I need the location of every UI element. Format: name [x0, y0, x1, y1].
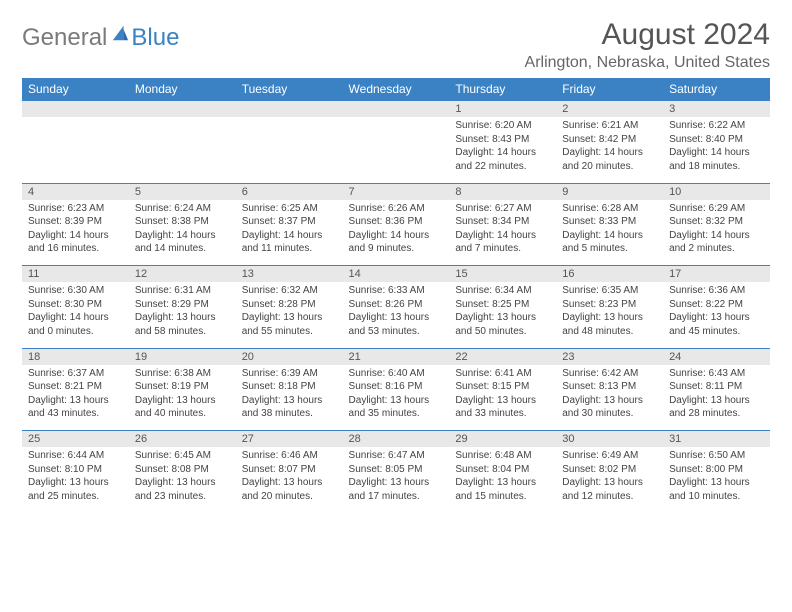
day-number-cell: 15	[449, 266, 556, 283]
day-number-row: 25262728293031	[22, 431, 770, 448]
day-number-cell: 10	[663, 183, 770, 200]
day-number-cell: 13	[236, 266, 343, 283]
day-info-cell: Sunrise: 6:38 AMSunset: 8:19 PMDaylight:…	[129, 365, 236, 431]
day-info-cell	[129, 117, 236, 183]
day-info-row: Sunrise: 6:30 AMSunset: 8:30 PMDaylight:…	[22, 282, 770, 348]
day-number-cell	[343, 101, 450, 118]
calendar-table: SundayMondayTuesdayWednesdayThursdayFrid…	[22, 78, 770, 513]
weekday-header: Saturday	[663, 78, 770, 101]
day-number-row: 123	[22, 101, 770, 118]
day-info-cell: Sunrise: 6:46 AMSunset: 8:07 PMDaylight:…	[236, 447, 343, 513]
weekday-header: Sunday	[22, 78, 129, 101]
day-number-cell	[236, 101, 343, 118]
day-number-cell: 16	[556, 266, 663, 283]
day-number-cell: 27	[236, 431, 343, 448]
day-number-cell: 26	[129, 431, 236, 448]
logo-text-general: General	[22, 24, 107, 52]
day-info-cell: Sunrise: 6:21 AMSunset: 8:42 PMDaylight:…	[556, 117, 663, 183]
day-info-cell: Sunrise: 6:43 AMSunset: 8:11 PMDaylight:…	[663, 365, 770, 431]
day-number-cell: 7	[343, 183, 450, 200]
day-info-cell: Sunrise: 6:45 AMSunset: 8:08 PMDaylight:…	[129, 447, 236, 513]
day-number-cell: 28	[343, 431, 450, 448]
day-info-cell: Sunrise: 6:35 AMSunset: 8:23 PMDaylight:…	[556, 282, 663, 348]
day-number-cell: 18	[22, 348, 129, 365]
day-info-row: Sunrise: 6:20 AMSunset: 8:43 PMDaylight:…	[22, 117, 770, 183]
day-info-cell: Sunrise: 6:33 AMSunset: 8:26 PMDaylight:…	[343, 282, 450, 348]
calendar-body: 123Sunrise: 6:20 AMSunset: 8:43 PMDaylig…	[22, 101, 770, 514]
weekday-header: Thursday	[449, 78, 556, 101]
day-number-cell: 21	[343, 348, 450, 365]
day-number-cell: 20	[236, 348, 343, 365]
day-info-cell: Sunrise: 6:22 AMSunset: 8:40 PMDaylight:…	[663, 117, 770, 183]
day-number-cell	[22, 101, 129, 118]
day-info-cell	[343, 117, 450, 183]
day-number-cell: 14	[343, 266, 450, 283]
day-info-cell: Sunrise: 6:47 AMSunset: 8:05 PMDaylight:…	[343, 447, 450, 513]
day-info-row: Sunrise: 6:44 AMSunset: 8:10 PMDaylight:…	[22, 447, 770, 513]
day-info-cell: Sunrise: 6:42 AMSunset: 8:13 PMDaylight:…	[556, 365, 663, 431]
day-info-cell: Sunrise: 6:27 AMSunset: 8:34 PMDaylight:…	[449, 200, 556, 266]
day-number-cell: 30	[556, 431, 663, 448]
logo: General Blue	[22, 24, 179, 52]
day-number-cell: 11	[22, 266, 129, 283]
day-number-cell: 25	[22, 431, 129, 448]
weekday-header: Tuesday	[236, 78, 343, 101]
day-number-cell: 29	[449, 431, 556, 448]
day-number-row: 45678910	[22, 183, 770, 200]
day-info-cell: Sunrise: 6:50 AMSunset: 8:00 PMDaylight:…	[663, 447, 770, 513]
day-number-cell: 24	[663, 348, 770, 365]
day-number-cell	[129, 101, 236, 118]
day-number-cell: 12	[129, 266, 236, 283]
day-number-row: 18192021222324	[22, 348, 770, 365]
day-info-cell: Sunrise: 6:25 AMSunset: 8:37 PMDaylight:…	[236, 200, 343, 266]
weekday-header: Wednesday	[343, 78, 450, 101]
calendar-head: SundayMondayTuesdayWednesdayThursdayFrid…	[22, 78, 770, 101]
weekday-header-row: SundayMondayTuesdayWednesdayThursdayFrid…	[22, 78, 770, 101]
day-info-row: Sunrise: 6:37 AMSunset: 8:21 PMDaylight:…	[22, 365, 770, 431]
day-number-cell: 6	[236, 183, 343, 200]
weekday-header: Friday	[556, 78, 663, 101]
day-info-cell	[236, 117, 343, 183]
title-block: August 2024 Arlington, Nebraska, United …	[525, 18, 770, 72]
day-number-cell: 31	[663, 431, 770, 448]
day-info-cell: Sunrise: 6:49 AMSunset: 8:02 PMDaylight:…	[556, 447, 663, 513]
logo-text-blue: Blue	[131, 24, 179, 52]
day-info-cell: Sunrise: 6:28 AMSunset: 8:33 PMDaylight:…	[556, 200, 663, 266]
day-info-cell: Sunrise: 6:39 AMSunset: 8:18 PMDaylight:…	[236, 365, 343, 431]
header: General Blue August 2024 Arlington, Nebr…	[22, 18, 770, 72]
location-text: Arlington, Nebraska, United States	[525, 54, 770, 72]
day-info-cell: Sunrise: 6:44 AMSunset: 8:10 PMDaylight:…	[22, 447, 129, 513]
day-info-cell: Sunrise: 6:24 AMSunset: 8:38 PMDaylight:…	[129, 200, 236, 266]
day-info-cell	[22, 117, 129, 183]
day-number-cell: 2	[556, 101, 663, 118]
day-number-cell: 9	[556, 183, 663, 200]
day-info-cell: Sunrise: 6:30 AMSunset: 8:30 PMDaylight:…	[22, 282, 129, 348]
day-info-row: Sunrise: 6:23 AMSunset: 8:39 PMDaylight:…	[22, 200, 770, 266]
logo-sail-icon	[111, 24, 129, 42]
day-info-cell: Sunrise: 6:26 AMSunset: 8:36 PMDaylight:…	[343, 200, 450, 266]
weekday-header: Monday	[129, 78, 236, 101]
day-number-cell: 1	[449, 101, 556, 118]
day-info-cell: Sunrise: 6:31 AMSunset: 8:29 PMDaylight:…	[129, 282, 236, 348]
day-info-cell: Sunrise: 6:37 AMSunset: 8:21 PMDaylight:…	[22, 365, 129, 431]
day-info-cell: Sunrise: 6:32 AMSunset: 8:28 PMDaylight:…	[236, 282, 343, 348]
day-number-cell: 22	[449, 348, 556, 365]
day-info-cell: Sunrise: 6:20 AMSunset: 8:43 PMDaylight:…	[449, 117, 556, 183]
day-number-cell: 4	[22, 183, 129, 200]
day-number-cell: 19	[129, 348, 236, 365]
day-info-cell: Sunrise: 6:48 AMSunset: 8:04 PMDaylight:…	[449, 447, 556, 513]
day-number-row: 11121314151617	[22, 266, 770, 283]
day-number-cell: 23	[556, 348, 663, 365]
day-info-cell: Sunrise: 6:40 AMSunset: 8:16 PMDaylight:…	[343, 365, 450, 431]
day-number-cell: 3	[663, 101, 770, 118]
day-number-cell: 5	[129, 183, 236, 200]
day-number-cell: 8	[449, 183, 556, 200]
day-info-cell: Sunrise: 6:41 AMSunset: 8:15 PMDaylight:…	[449, 365, 556, 431]
day-number-cell: 17	[663, 266, 770, 283]
day-info-cell: Sunrise: 6:34 AMSunset: 8:25 PMDaylight:…	[449, 282, 556, 348]
day-info-cell: Sunrise: 6:29 AMSunset: 8:32 PMDaylight:…	[663, 200, 770, 266]
day-info-cell: Sunrise: 6:36 AMSunset: 8:22 PMDaylight:…	[663, 282, 770, 348]
month-title: August 2024	[525, 18, 770, 52]
day-info-cell: Sunrise: 6:23 AMSunset: 8:39 PMDaylight:…	[22, 200, 129, 266]
